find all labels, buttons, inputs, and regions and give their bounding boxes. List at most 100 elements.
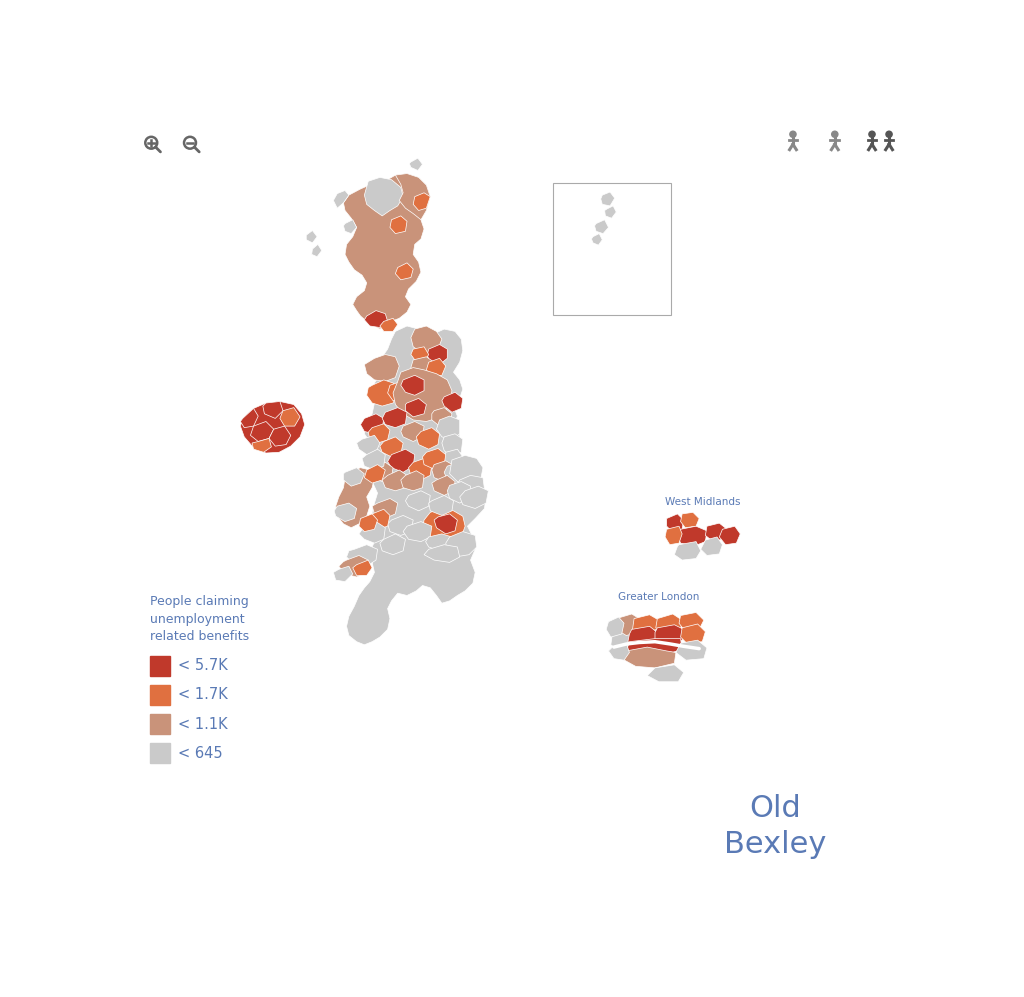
Polygon shape xyxy=(411,347,429,362)
Polygon shape xyxy=(263,402,283,419)
Polygon shape xyxy=(395,263,414,280)
Polygon shape xyxy=(444,463,467,485)
Polygon shape xyxy=(370,509,390,529)
Polygon shape xyxy=(372,498,397,518)
Polygon shape xyxy=(427,345,447,365)
Polygon shape xyxy=(382,408,407,428)
Polygon shape xyxy=(424,544,460,562)
Bar xyxy=(150,656,170,676)
Polygon shape xyxy=(633,615,658,632)
Text: < 1.1K: < 1.1K xyxy=(177,717,227,732)
Polygon shape xyxy=(409,459,432,480)
Polygon shape xyxy=(359,521,385,543)
Polygon shape xyxy=(667,513,684,532)
Polygon shape xyxy=(388,450,415,473)
Polygon shape xyxy=(365,465,385,484)
Bar xyxy=(150,744,170,764)
Polygon shape xyxy=(369,424,390,443)
Polygon shape xyxy=(395,173,430,219)
Polygon shape xyxy=(616,614,642,635)
Polygon shape xyxy=(681,512,699,527)
Polygon shape xyxy=(336,468,375,527)
Polygon shape xyxy=(370,463,393,482)
Polygon shape xyxy=(380,437,403,457)
Polygon shape xyxy=(380,534,406,554)
Polygon shape xyxy=(445,531,477,557)
Polygon shape xyxy=(406,491,430,510)
Polygon shape xyxy=(406,399,426,417)
Polygon shape xyxy=(334,190,349,208)
Polygon shape xyxy=(411,357,434,378)
Polygon shape xyxy=(269,426,291,446)
Polygon shape xyxy=(444,450,463,474)
Polygon shape xyxy=(442,392,463,412)
Polygon shape xyxy=(411,326,442,355)
Polygon shape xyxy=(388,382,407,401)
Polygon shape xyxy=(352,560,372,575)
Polygon shape xyxy=(442,434,463,457)
Polygon shape xyxy=(343,219,356,233)
Polygon shape xyxy=(334,503,356,521)
Polygon shape xyxy=(400,422,424,442)
Polygon shape xyxy=(426,358,445,377)
Polygon shape xyxy=(604,205,616,218)
Polygon shape xyxy=(678,526,707,546)
Circle shape xyxy=(790,132,796,138)
Polygon shape xyxy=(414,192,430,210)
Polygon shape xyxy=(359,513,378,531)
Polygon shape xyxy=(606,617,624,637)
Polygon shape xyxy=(346,326,486,645)
Polygon shape xyxy=(400,375,424,395)
Circle shape xyxy=(869,132,876,138)
Text: < 5.7K: < 5.7K xyxy=(177,658,227,673)
Circle shape xyxy=(831,132,838,138)
Polygon shape xyxy=(719,526,740,544)
Text: < 1.7K: < 1.7K xyxy=(177,687,227,702)
Bar xyxy=(150,685,170,705)
Polygon shape xyxy=(611,629,634,651)
Polygon shape xyxy=(665,526,682,544)
Polygon shape xyxy=(592,233,602,245)
Polygon shape xyxy=(403,521,432,541)
Polygon shape xyxy=(434,513,458,534)
Polygon shape xyxy=(356,436,380,455)
Polygon shape xyxy=(436,416,460,440)
Polygon shape xyxy=(362,450,385,470)
Polygon shape xyxy=(460,487,488,508)
Polygon shape xyxy=(655,614,682,632)
Polygon shape xyxy=(432,408,452,426)
Polygon shape xyxy=(241,409,258,428)
Polygon shape xyxy=(334,566,352,581)
Polygon shape xyxy=(432,461,455,482)
Polygon shape xyxy=(601,192,614,205)
Bar xyxy=(553,182,671,315)
Circle shape xyxy=(886,132,892,138)
Polygon shape xyxy=(360,414,384,434)
Polygon shape xyxy=(647,665,684,682)
Polygon shape xyxy=(655,625,684,643)
Polygon shape xyxy=(676,640,707,660)
Polygon shape xyxy=(339,555,369,577)
Polygon shape xyxy=(306,230,317,243)
Polygon shape xyxy=(343,173,430,329)
Polygon shape xyxy=(423,449,445,470)
Polygon shape xyxy=(450,456,483,485)
Polygon shape xyxy=(432,476,455,496)
Polygon shape xyxy=(346,544,378,566)
Polygon shape xyxy=(252,439,271,453)
Polygon shape xyxy=(367,380,397,406)
Polygon shape xyxy=(400,471,424,491)
Text: Old
Bexley: Old Bexley xyxy=(724,794,826,859)
Polygon shape xyxy=(410,159,423,170)
Text: Greater London: Greater London xyxy=(618,592,699,602)
Polygon shape xyxy=(393,368,452,422)
Polygon shape xyxy=(447,482,471,503)
Polygon shape xyxy=(380,318,397,331)
Polygon shape xyxy=(365,177,403,216)
Polygon shape xyxy=(365,311,388,328)
Polygon shape xyxy=(622,647,676,668)
Polygon shape xyxy=(628,626,657,646)
Polygon shape xyxy=(426,534,452,550)
Polygon shape xyxy=(706,523,727,541)
Polygon shape xyxy=(679,612,703,629)
